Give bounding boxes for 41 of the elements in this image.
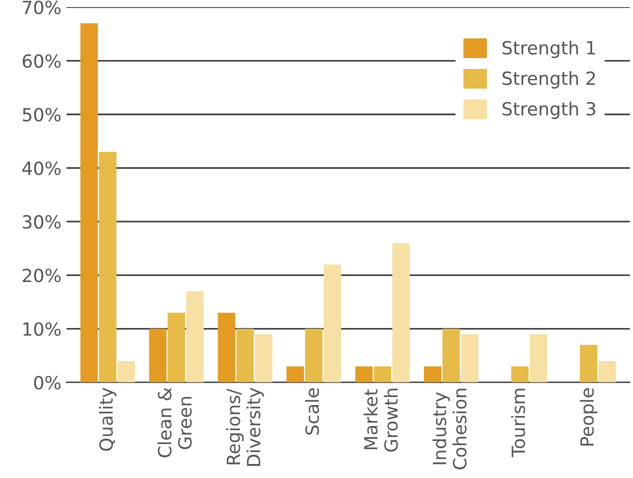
bar xyxy=(286,366,304,382)
x-tick-label: Market Growth xyxy=(364,388,398,452)
bar xyxy=(218,312,236,382)
bar xyxy=(168,312,186,382)
bar xyxy=(324,264,342,382)
bar xyxy=(580,344,598,382)
bar xyxy=(98,152,116,382)
bar xyxy=(598,360,616,382)
bar xyxy=(355,366,373,382)
bar xyxy=(442,328,460,382)
bar xyxy=(149,328,167,382)
y-tick-label: 20% xyxy=(22,268,61,282)
x-tick-label: Tourism xyxy=(511,388,526,458)
bar xyxy=(392,243,410,382)
bar xyxy=(186,291,204,382)
bar xyxy=(530,334,548,382)
y-tick-label: 0% xyxy=(34,376,61,390)
bar xyxy=(118,360,135,382)
y-tick-label: 10% xyxy=(23,322,61,336)
x-tick-label: Clean & Green xyxy=(158,388,192,458)
bar xyxy=(236,328,254,382)
bar xyxy=(305,328,323,382)
bar xyxy=(80,23,98,382)
bar xyxy=(424,366,442,382)
x-tick-label: Scale xyxy=(305,388,320,435)
x-tick-label: Quality xyxy=(98,388,116,451)
y-tick-label: 60% xyxy=(22,54,61,68)
y-tick-label: 40% xyxy=(22,161,61,176)
y-tick-label: 50% xyxy=(22,108,61,122)
bar xyxy=(254,334,272,382)
legend-label: Strength 2 xyxy=(502,71,595,89)
x-tick-label: Industry Cohesion xyxy=(432,388,467,470)
bar xyxy=(461,334,478,382)
legend-label: Strength 3 xyxy=(502,102,596,120)
y-tick-label: 70% xyxy=(22,0,61,14)
x-tick-label: People xyxy=(580,388,598,446)
x-tick-label: Regions/ Diversity xyxy=(226,388,264,466)
legend-label: Strength 1 xyxy=(502,40,596,58)
y-tick-label: 30% xyxy=(22,215,61,229)
bar xyxy=(511,366,529,382)
bar xyxy=(374,366,392,382)
